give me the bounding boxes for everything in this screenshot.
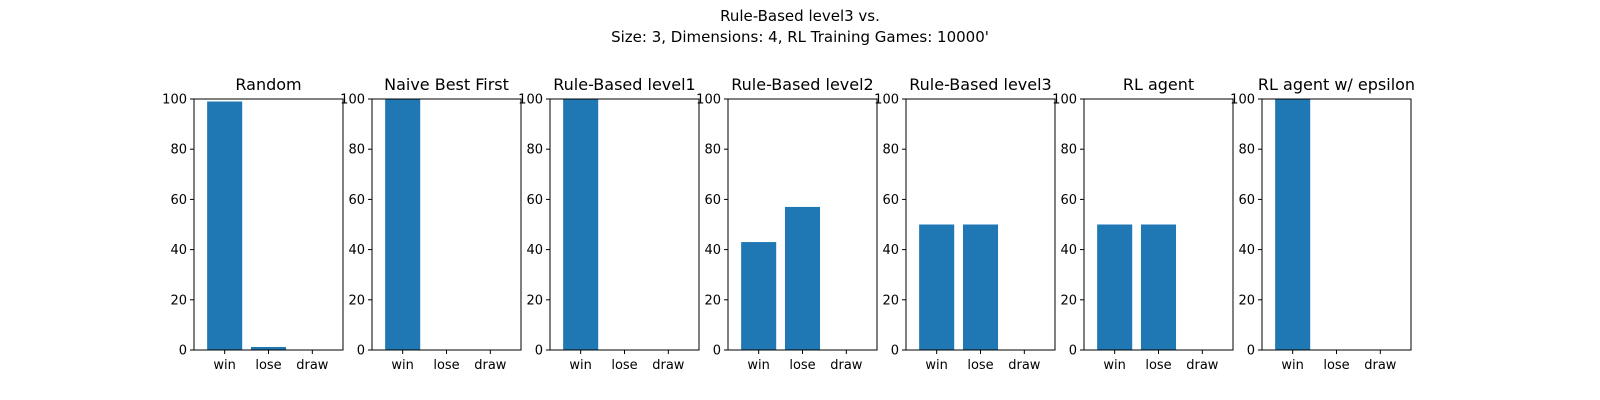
y-tick-label: 60 — [1238, 193, 1255, 208]
subplot-title: Naive Best First — [384, 75, 509, 94]
y-tick-label: 40 — [882, 243, 899, 258]
bar-win — [563, 99, 599, 350]
y-tick-label: 100 — [340, 93, 365, 108]
y-tick-label: 40 — [526, 243, 543, 258]
bar-win — [741, 242, 777, 350]
x-tick-label: win — [925, 358, 947, 373]
y-tick-label: 100 — [874, 93, 899, 108]
figure-title-line2: Size: 3, Dimensions: 4, RL Training Game… — [611, 28, 989, 46]
y-tick-label: 80 — [882, 143, 899, 158]
subplot-title: RL agent w/ epsilon — [1258, 75, 1415, 94]
x-tick-label: lose — [255, 358, 281, 373]
y-tick-label: 0 — [179, 344, 187, 359]
y-tick-label: 60 — [526, 193, 543, 208]
y-tick-label: 80 — [170, 143, 187, 158]
x-tick-label: win — [569, 358, 591, 373]
y-tick-label: 40 — [348, 243, 365, 258]
y-tick-label: 40 — [1060, 243, 1077, 258]
subplot-title: Random — [235, 75, 301, 94]
bar-win — [1275, 99, 1311, 350]
y-tick-label: 60 — [348, 193, 365, 208]
y-tick-label: 60 — [704, 193, 721, 208]
x-tick-label: lose — [1145, 358, 1171, 373]
x-tick-label: draw — [296, 358, 329, 373]
subplot-1: Random 0 20 40 60 80 100 win lose draw — [162, 75, 344, 373]
y-tick-label: 100 — [162, 93, 187, 108]
y-tick-label: 20 — [1238, 293, 1255, 308]
subplot-3: Rule-Based level1 0 20 40 60 80 100 win lose draw — [518, 75, 700, 373]
y-tick-label: 60 — [882, 193, 899, 208]
x-tick-label: lose — [433, 358, 459, 373]
x-tick-label: draw — [830, 358, 863, 373]
subplot-4: Rule-Based level2 0 20 40 60 80 100 win lose draw — [696, 75, 878, 373]
y-tick-label: 0 — [713, 344, 721, 359]
x-tick-label: lose — [967, 358, 993, 373]
subplot-7: RL agent w/ epsilon 0 20 40 60 80 100 win lose dr… — [1230, 75, 1415, 373]
y-tick-label: 80 — [348, 143, 365, 158]
subplot-title: Rule-Based level3 — [909, 75, 1051, 94]
x-tick-label: win — [1103, 358, 1125, 373]
x-tick-label: draw — [1364, 358, 1397, 373]
y-tick-label: 80 — [704, 143, 721, 158]
y-tick-label: 0 — [535, 344, 543, 359]
y-tick-label: 20 — [882, 293, 899, 308]
y-tick-label: 60 — [170, 193, 187, 208]
y-tick-label: 40 — [170, 243, 187, 258]
bar-win — [385, 99, 421, 350]
y-tick-label: 100 — [518, 93, 543, 108]
y-tick-label: 20 — [526, 293, 543, 308]
y-tick-label: 60 — [1060, 193, 1077, 208]
y-tick-label: 40 — [1238, 243, 1255, 258]
x-tick-label: lose — [789, 358, 815, 373]
y-tick-label: 80 — [526, 143, 543, 158]
x-tick-label: win — [213, 358, 235, 373]
y-tick-label: 20 — [704, 293, 721, 308]
subplot-title: Rule-Based level2 — [731, 75, 873, 94]
x-tick-label: win — [1281, 358, 1303, 373]
x-tick-label: lose — [1323, 358, 1349, 373]
y-tick-label: 40 — [704, 243, 721, 258]
x-tick-label: lose — [611, 358, 637, 373]
bar-win — [1097, 224, 1133, 350]
x-tick-label: draw — [652, 358, 685, 373]
y-tick-label: 20 — [1060, 293, 1077, 308]
subplot-title: RL agent — [1123, 75, 1194, 94]
y-tick-label: 0 — [891, 344, 899, 359]
x-tick-label: win — [747, 358, 769, 373]
bar-lose — [962, 224, 999, 350]
y-tick-label: 0 — [1069, 344, 1077, 359]
x-tick-label: draw — [474, 358, 507, 373]
y-tick-label: 0 — [1247, 344, 1255, 359]
subplot-6: RL agent 0 20 40 60 80 100 win lose draw — [1052, 75, 1234, 373]
y-tick-label: 0 — [357, 344, 365, 359]
bar-lose — [250, 346, 287, 350]
y-tick-label: 80 — [1060, 143, 1077, 158]
bar-lose — [784, 206, 821, 350]
subplot-5: Rule-Based level3 0 20 40 60 80 100 win lose draw — [874, 75, 1056, 373]
x-tick-label: win — [391, 358, 413, 373]
y-tick-label: 20 — [170, 293, 187, 308]
bar-win — [207, 101, 243, 350]
y-tick-label: 100 — [1052, 93, 1077, 108]
y-tick-label: 80 — [1238, 143, 1255, 158]
x-tick-label: draw — [1008, 358, 1041, 373]
subplot-title: Rule-Based level1 — [553, 75, 695, 94]
y-tick-label: 100 — [1230, 93, 1255, 108]
y-tick-label: 20 — [348, 293, 365, 308]
y-tick-label: 100 — [696, 93, 721, 108]
x-tick-label: draw — [1186, 358, 1219, 373]
subplot-2: Naive Best First 0 20 40 60 80 100 win lose draw — [340, 75, 522, 373]
figure-title-line1: Rule-Based level3 vs. — [720, 7, 880, 25]
bar-lose — [1140, 224, 1177, 350]
bar-win — [919, 224, 955, 350]
